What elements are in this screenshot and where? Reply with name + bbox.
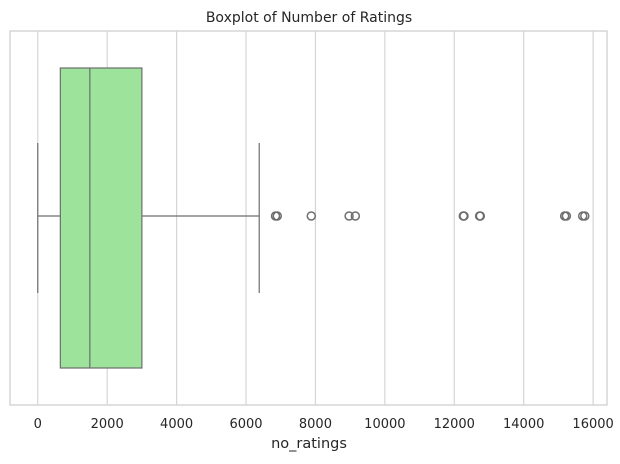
- x-tick-label: 0: [34, 417, 42, 432]
- x-tick-label: 12000: [434, 417, 475, 432]
- x-tick-label: 14000: [503, 417, 544, 432]
- outlier-point: [475, 211, 486, 221]
- iqr-box: [59, 67, 143, 369]
- x-tick-labels: 0 2000 4000 6000 8000 10000 12000 14000 16000: [34, 417, 614, 432]
- chart-title: Boxplot of Number of Ratings: [206, 10, 412, 26]
- x-axis-label: no_ratings: [271, 436, 347, 452]
- box-group: [37, 67, 260, 369]
- outlier-point: [272, 211, 283, 221]
- outlier-point: [561, 211, 572, 221]
- x-tick-label: 6000: [229, 417, 262, 432]
- outlier-point: [459, 211, 469, 221]
- outlier-group: [270, 211, 590, 221]
- x-tick-label: 16000: [572, 417, 613, 432]
- outlier-point: [350, 211, 361, 221]
- x-tick-label: 4000: [160, 417, 193, 432]
- x-tick-label: 10000: [364, 417, 405, 432]
- outlier-point: [580, 211, 590, 221]
- outlier-point: [306, 211, 317, 221]
- x-tick-label: 8000: [299, 417, 332, 432]
- x-tick-label: 2000: [91, 417, 124, 432]
- outlier-point: [344, 211, 354, 221]
